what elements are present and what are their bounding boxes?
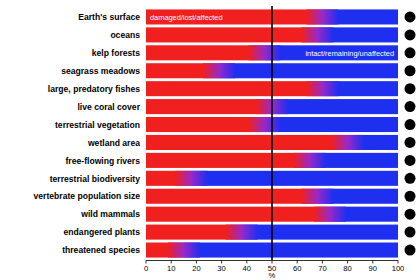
transition-blend: [332, 135, 364, 150]
icon: [405, 209, 416, 220]
bar-segment: [146, 153, 310, 168]
bar-segment: [191, 171, 398, 186]
category-label: oceans: [110, 30, 140, 40]
icon: [405, 227, 416, 238]
series-label: intact/remaining/unaffected: [305, 49, 394, 58]
bar-segment: [264, 45, 398, 60]
transition-blend: [301, 27, 333, 42]
icon: [405, 11, 416, 22]
transition-blend: [294, 153, 326, 168]
category-label: threatened species: [62, 245, 140, 255]
series-label: damaged/lost/affected: [150, 13, 223, 22]
bar-segment: [146, 27, 317, 42]
icon: [405, 83, 416, 94]
category-label: kelp forests: [92, 48, 140, 58]
bar-segment: [146, 189, 317, 204]
reference-line: [271, 6, 273, 260]
bar-segment: [146, 207, 330, 222]
x-tick-label: 80: [343, 264, 351, 273]
transition-blend: [203, 63, 235, 78]
x-tick-label: 20: [192, 264, 200, 273]
bar-segment: [146, 81, 322, 96]
bar-segment: [272, 99, 398, 114]
icon: [405, 29, 416, 40]
icon: [405, 101, 416, 112]
chart: Earth's surface oceans kelp forests seagras…: [0, 0, 420, 280]
x-tick-label: 10: [167, 264, 175, 273]
bar-segment: [146, 99, 272, 114]
icon: [405, 65, 416, 76]
category-label: terrestrial vegetation: [55, 120, 140, 130]
transition-blend: [168, 243, 200, 258]
category-label: terrestrial biodiversity: [50, 174, 140, 184]
x-tick-label: 40: [243, 264, 251, 273]
x-tick-label: 60: [293, 264, 301, 273]
bar-segment: [146, 117, 264, 132]
labels: Earth's surface oceans kelp forests seagras…: [34, 12, 395, 255]
bar-segment: [146, 45, 264, 60]
bar-segment: [219, 63, 398, 78]
x-tick-label: 100: [392, 264, 405, 273]
x-tick-label: 90: [369, 264, 377, 273]
transition-blend: [301, 189, 333, 204]
category-label: endangered plants: [64, 227, 141, 237]
category-label: wild mammals: [80, 209, 140, 219]
category-label: free-flowing rivers: [66, 156, 141, 166]
transition-blend: [248, 117, 280, 132]
icon: [405, 47, 416, 58]
icon: [405, 173, 416, 184]
transition-blend: [175, 171, 207, 186]
category-label: seagrass meadows: [61, 66, 140, 76]
bar-segment: [242, 225, 398, 240]
transition-blend: [306, 81, 338, 96]
category-label: Earth's surface: [78, 12, 140, 22]
icon: [405, 119, 416, 130]
transition-blend: [314, 207, 346, 222]
icon: [405, 155, 416, 166]
x-tick-label: 30: [217, 264, 225, 273]
bar-segment: [146, 135, 348, 150]
category-label: vertebrate population size: [34, 191, 141, 201]
transition-blend: [248, 45, 280, 60]
category-label: large, predatory fishes: [48, 84, 140, 94]
transition-blend: [226, 225, 258, 240]
bar-segment: [264, 117, 398, 132]
icon: [405, 191, 416, 202]
transition-blend: [306, 9, 338, 24]
category-label: live coral cover: [77, 102, 140, 112]
x-axis-label: %: [269, 271, 276, 280]
icon: [405, 245, 416, 256]
bar-segment: [184, 243, 398, 258]
category-label: wetland area: [87, 138, 140, 148]
icon: [405, 137, 416, 148]
bar-segment: [146, 9, 322, 24]
x-tick-label: 70: [318, 264, 326, 273]
x-tick-label: 0: [144, 264, 148, 273]
